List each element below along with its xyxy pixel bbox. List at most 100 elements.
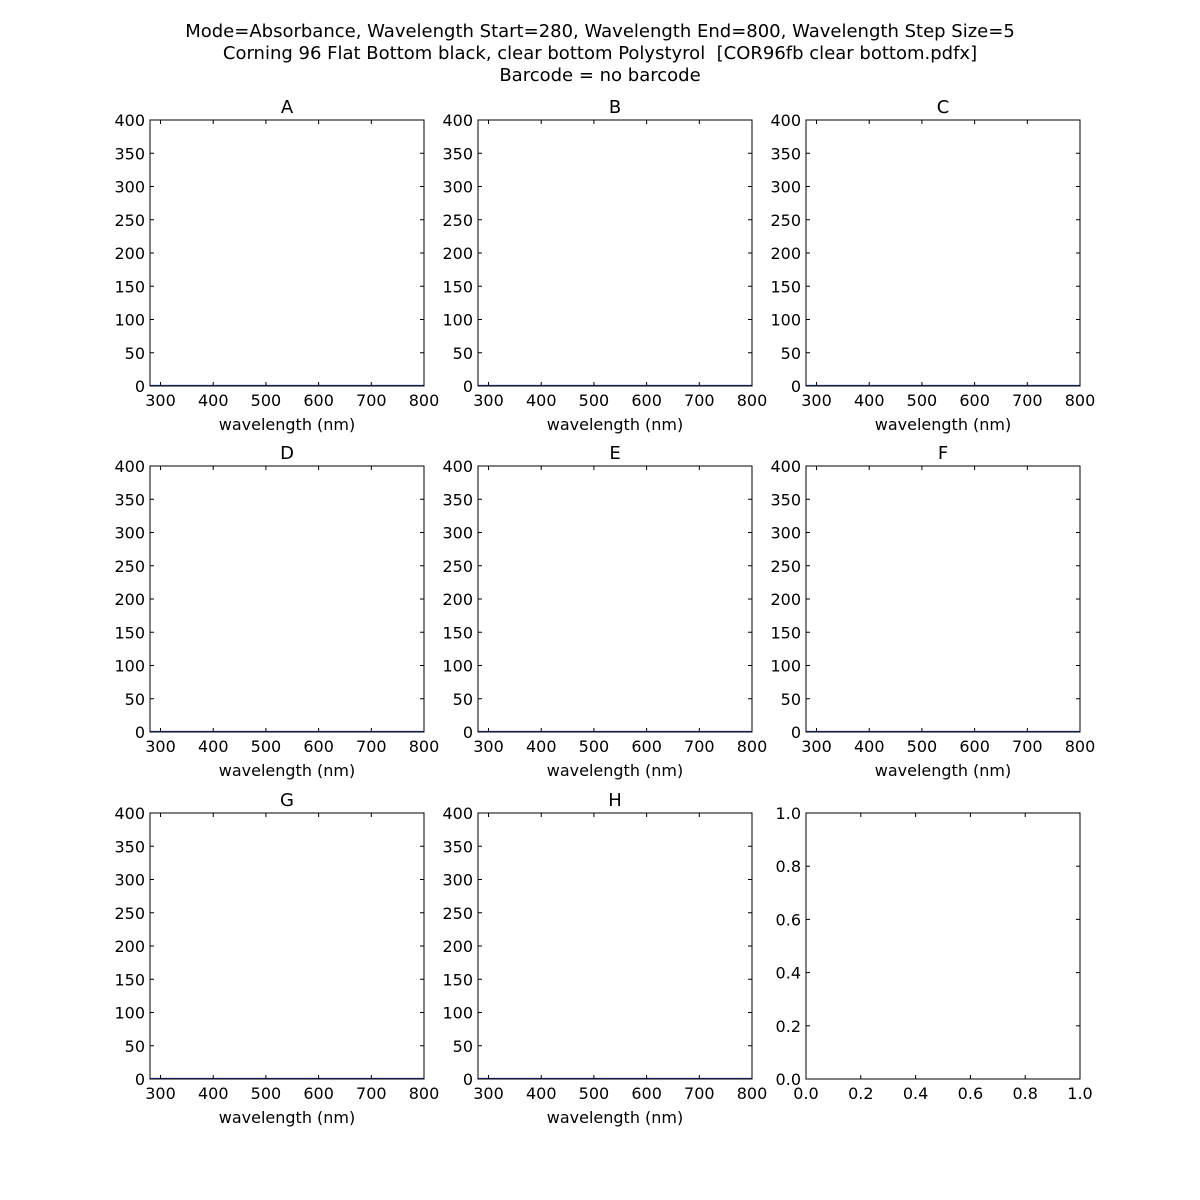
subplot-title: C	[937, 97, 950, 118]
y-tick-label: 100	[114, 1004, 145, 1023]
y-tick-label: 350	[114, 837, 145, 856]
subplot: 300 400 500 600 700 800 0 50 100 150 200 250 300 350 4…	[442, 443, 767, 780]
subplot: 300 400 500 600 700 800 0 50 100 150 200 250 300 350 4…	[442, 790, 767, 1127]
subplot-title: H	[608, 790, 622, 811]
y-tick-label: 100	[114, 311, 145, 330]
axes-frame	[149, 812, 425, 1080]
subplot-title: E	[609, 443, 620, 464]
x-tick-label: 600	[303, 737, 334, 756]
subplot: 300 400 500 600 700 800 0 50 100 150 200 250 300 350 4…	[114, 790, 439, 1127]
y-tick-label: 250	[442, 211, 473, 230]
y-tick-label: 50	[453, 1037, 473, 1056]
axes-frame	[149, 465, 425, 733]
x-tick-label: 0.2	[848, 1084, 873, 1103]
y-tick-label: 300	[770, 178, 801, 197]
x-tick-label: 800	[1065, 737, 1096, 756]
x-tick-label: 400	[526, 1084, 557, 1103]
y-tick-label: 50	[125, 344, 145, 363]
y-tick-label: 400	[442, 804, 473, 823]
x-tick-label: 1.0	[1067, 1084, 1092, 1103]
y-tick-label: 100	[770, 657, 801, 676]
y-tick-label: 350	[114, 144, 145, 163]
y-tick-label: 150	[770, 623, 801, 642]
y-tick-label: 0.4	[776, 964, 801, 983]
subplot: 0.0 0.2 0.4 0.6 0.8 1.0 0.0 0.2 0.4 0.6 0.8 1.0	[776, 804, 1093, 1103]
y-tick-label: 300	[442, 871, 473, 890]
y-tick-label: 0.6	[776, 910, 801, 929]
y-tick-label: 400	[770, 457, 801, 476]
y-tick-label: 250	[770, 211, 801, 230]
y-tick-label: 250	[114, 904, 145, 923]
y-tick-label: 300	[442, 178, 473, 197]
y-tick-label: 400	[442, 457, 473, 476]
y-tick-label: 350	[770, 144, 801, 163]
x-tick-label: 0.8	[1012, 1084, 1037, 1103]
subplot: 300 400 500 600 700 800 0 50 100 150 200 250 300 350 4…	[114, 443, 439, 780]
y-tick-label: 100	[442, 311, 473, 330]
y-tick-label: 250	[770, 557, 801, 576]
x-tick-label: 600	[303, 391, 334, 410]
x-tick-label: 600	[303, 1084, 334, 1103]
y-tick-label: 0	[135, 1070, 145, 1089]
subplot-title: A	[281, 97, 294, 118]
x-tick-label: 600	[959, 391, 990, 410]
axes-frame	[477, 119, 753, 387]
y-tick-label: 400	[114, 457, 145, 476]
y-tick-label: 200	[442, 244, 473, 263]
y-tick-label: 200	[442, 937, 473, 956]
x-axis-label: wavelength (nm)	[875, 761, 1012, 780]
y-tick-label: 150	[442, 970, 473, 989]
y-tick-label: 300	[114, 524, 145, 543]
x-tick-label: 500	[579, 391, 610, 410]
y-tick-label: 150	[770, 277, 801, 296]
x-tick-label: 0.0	[793, 1084, 818, 1103]
y-tick-label: 0.2	[776, 1017, 801, 1036]
x-tick-label: 300	[145, 737, 176, 756]
x-tick-label: 800	[1065, 391, 1096, 410]
y-tick-label: 0	[135, 377, 145, 396]
x-tick-label: 500	[251, 391, 282, 410]
y-tick-label: 0	[135, 723, 145, 742]
x-tick-label: 700	[356, 391, 387, 410]
y-tick-label: 0	[463, 1070, 473, 1089]
subplot-title: F	[938, 443, 948, 464]
y-tick-label: 300	[114, 178, 145, 197]
axes-frame	[477, 812, 753, 1080]
x-tick-label: 800	[409, 391, 440, 410]
x-tick-label: 300	[473, 391, 504, 410]
y-tick-label: 0	[463, 723, 473, 742]
y-tick-label: 400	[770, 111, 801, 130]
x-tick-label: 300	[801, 391, 832, 410]
x-axis-label: wavelength (nm)	[875, 415, 1012, 434]
y-tick-label: 200	[114, 937, 145, 956]
x-tick-label: 700	[684, 737, 715, 756]
y-tick-label: 350	[442, 144, 473, 163]
x-tick-label: 0.6	[958, 1084, 983, 1103]
x-tick-label: 400	[854, 737, 885, 756]
x-axis-label: wavelength (nm)	[219, 415, 356, 434]
x-tick-label: 800	[737, 737, 768, 756]
y-tick-label: 200	[442, 590, 473, 609]
y-tick-label: 200	[770, 244, 801, 263]
y-tick-label: 0	[463, 377, 473, 396]
x-tick-label: 800	[409, 1084, 440, 1103]
y-tick-label: 150	[114, 623, 145, 642]
y-tick-label: 250	[114, 557, 145, 576]
y-tick-label: 0	[791, 723, 801, 742]
y-tick-label: 200	[114, 244, 145, 263]
figure-title-line-1: Mode=Absorbance, Wavelength Start=280, W…	[185, 21, 1015, 42]
y-tick-label: 200	[114, 590, 145, 609]
y-tick-label: 150	[114, 277, 145, 296]
x-tick-label: 400	[854, 391, 885, 410]
y-tick-label: 100	[770, 311, 801, 330]
y-tick-label: 350	[770, 490, 801, 509]
subplot: 300 400 500 600 700 800 0 50 100 150 200 250 300 350 4…	[442, 97, 767, 434]
axes-frame	[477, 465, 753, 733]
y-tick-label: 350	[114, 490, 145, 509]
subplot-title: D	[280, 443, 294, 464]
y-tick-label: 250	[114, 211, 145, 230]
x-tick-label: 600	[631, 737, 662, 756]
x-tick-label: 700	[356, 737, 387, 756]
x-axis-label: wavelength (nm)	[547, 415, 684, 434]
